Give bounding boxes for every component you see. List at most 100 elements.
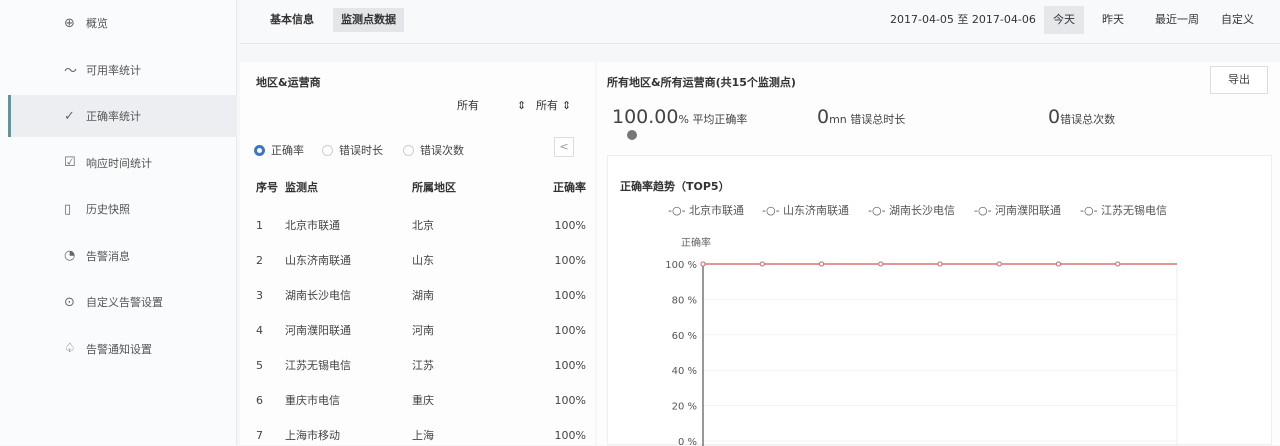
region-select[interactable]: 所有 ⇕: [457, 96, 526, 116]
data-point[interactable]: [1115, 261, 1121, 267]
cell: 100%: [554, 253, 586, 267]
cell: 100%: [554, 428, 586, 442]
table-row[interactable]: 1 北京市联通 北京 100%: [256, 215, 586, 235]
table-row[interactable]: 6 重庆市电信 重庆 100%: [256, 390, 586, 410]
cell: 7: [256, 428, 263, 442]
table-row[interactable]: 4 河南濮阳联通 河南 100%: [256, 320, 586, 340]
today-button[interactable]: 今天: [1044, 6, 1084, 34]
y-tick-label: 100 %: [665, 260, 697, 271]
region-panel: 地区&运营商 所有 ⇕ 所有 ⇕ 正确率 错误时长 错误次数 < 序号 监测点 所属…: [240, 62, 595, 445]
radio-accuracy[interactable]: 正确率: [254, 142, 304, 158]
isp-select-value: 所有: [536, 99, 558, 112]
cell: 2: [256, 253, 263, 267]
y-tick-label: 40 %: [672, 366, 697, 377]
cell: 100%: [554, 393, 586, 407]
sidebar: ⊕ 概览〜可用率统计 ✓ 正确率统计 ☑ 响应时间统计 ▯ 历史快照 ◔ 告警消息 ⊙ 自定义告警设置…: [0, 0, 237, 445]
stat-unit: %: [678, 113, 689, 126]
y-tick-label: 80 %: [672, 295, 697, 306]
cell: 湖南: [412, 289, 434, 302]
last-week-button[interactable]: 最近一周: [1155, 13, 1199, 26]
radio-label: 错误时长: [339, 144, 383, 157]
y-axis-label: 正确率: [681, 236, 711, 249]
stat-avg-accuracy: 100.00% 平均正确率: [612, 106, 747, 140]
radio-dot: [254, 144, 265, 156]
legend-label: -○- 湖南长沙电信: [868, 204, 955, 217]
stat-label: 错误总次数: [1060, 113, 1116, 126]
legend-item[interactable]: -○- 湖南长沙电信: [868, 204, 955, 217]
cell: 100%: [554, 323, 586, 337]
data-point[interactable]: [819, 261, 824, 267]
bell-icon: ♤: [64, 341, 76, 356]
y-tick-label: 20 %: [672, 402, 697, 413]
accuracy-trend-chart: 正确率趋势（TOP5） -○- 北京市联通 -○- 山东济南联通 -○- 湖南长沙电…: [607, 155, 1272, 446]
legend-label: -○- 河南濮阳联通: [974, 203, 1061, 217]
cell: 江苏无锡电信: [285, 359, 351, 372]
yesterday-button[interactable]: 昨天: [1102, 13, 1124, 26]
info-icon[interactable]: [627, 130, 637, 140]
table-row[interactable]: 2 山东济南联通 山东 100%: [256, 250, 586, 270]
sidebar-item-7[interactable]: ♤ 告警通知设置: [8, 328, 237, 370]
check-icon: ✓: [64, 108, 75, 124]
tab-basic-info[interactable]: 基本信息: [270, 13, 314, 26]
radio-label: 正确率: [271, 144, 304, 157]
data-point[interactable]: [1056, 261, 1061, 267]
legend-item[interactable]: -○- 山东济南联通: [762, 203, 849, 217]
sidebar-item-label: 告警消息: [86, 249, 130, 263]
cell: 100%: [554, 358, 586, 372]
data-point[interactable]: [759, 261, 765, 267]
cell: 6: [256, 393, 263, 407]
col-accuracy: 正确率: [553, 181, 586, 194]
trend-icon: 〜: [64, 64, 78, 79]
custom-button[interactable]: 自定义: [1221, 13, 1254, 26]
sidebar-item-3[interactable]: ☑ 响应时间统计: [8, 142, 237, 184]
table-row[interactable]: 5 江苏无锡电信 江苏 100%: [256, 355, 586, 375]
table-row[interactable]: 3 湖南长沙电信 湖南 100%: [256, 285, 586, 305]
top-bar: 基本信息 监测点数据 2017-04-05 至 2017-04-06 今天 昨天…: [240, 0, 1280, 44]
export-button[interactable]: 导出: [1210, 66, 1268, 94]
cell: 江苏: [412, 359, 434, 372]
message-icon: ◔: [64, 248, 76, 263]
sidebar-item-5[interactable]: ◔ 告警消息: [8, 235, 237, 277]
cell: 100%: [554, 218, 586, 232]
table-row[interactable]: 7 上海市移动 上海 100%: [256, 425, 586, 445]
col-region: 所属地区: [412, 181, 456, 194]
sidebar-item-label: 可用率统计: [86, 63, 141, 77]
legend-label: -○- 江苏无锡电信: [1080, 203, 1167, 217]
document-icon: ▯: [64, 201, 72, 217]
date-range[interactable]: 2017-04-05 至 2017-04-06: [890, 13, 1036, 26]
col-index: 序号: [256, 181, 278, 194]
cell: 5: [256, 358, 263, 372]
globe-icon: ⊕: [64, 15, 75, 31]
legend-item[interactable]: -○- 河南濮阳联通: [974, 203, 1061, 217]
panel-title: 地区&运营商: [256, 76, 321, 89]
cell: 3: [256, 288, 263, 302]
cell: 河南濮阳联通: [285, 324, 351, 337]
sidebar-item-label: 历史快照: [86, 203, 130, 216]
data-point[interactable]: [996, 261, 1002, 267]
sidebar-item-label: 告警通知设置: [86, 342, 152, 356]
cell: 1: [256, 218, 263, 232]
table-header: 序号 监测点 所属地区 正确率: [256, 177, 586, 197]
region-select-value: 所有: [457, 99, 479, 112]
tab-monitor-data[interactable]: 监测点数据: [333, 8, 404, 32]
sidebar-item-0[interactable]: ⊕ 概览: [8, 2, 237, 44]
sidebar-item-2[interactable]: ✓ 正确率统计: [8, 95, 237, 137]
data-point[interactable]: [878, 261, 884, 267]
isp-select[interactable]: 所有 ⇕: [536, 96, 571, 116]
share-icon[interactable]: <: [554, 137, 574, 157]
y-tick-label: 0 %: [678, 437, 697, 446]
sidebar-item-4[interactable]: ▯ 历史快照: [8, 188, 237, 230]
data-point[interactable]: [937, 261, 943, 267]
radio-error-count[interactable]: 错误次数: [403, 142, 464, 158]
data-point[interactable]: [700, 261, 706, 267]
radio-error-duration[interactable]: 错误时长: [322, 142, 383, 158]
sidebar-item-1[interactable]: 〜可用率统计: [8, 49, 237, 91]
select-arrow-icon: ⇕: [562, 99, 572, 112]
legend-item[interactable]: -○- 江苏无锡电信: [1080, 203, 1167, 217]
summary-title: 所有地区&所有运营商(共15个监测点): [607, 76, 796, 89]
summary-panel: 所有地区&所有运营商(共15个监测点) 导出 100.00% 平均正确率 0mn…: [597, 62, 1280, 446]
sidebar-item-label: 自定义告警设置: [86, 296, 163, 309]
legend-item[interactable]: -○- 北京市联通: [668, 203, 744, 217]
sidebar-item-6[interactable]: ⊙ 自定义告警设置: [8, 281, 237, 323]
stat-value: 0: [817, 106, 830, 128]
